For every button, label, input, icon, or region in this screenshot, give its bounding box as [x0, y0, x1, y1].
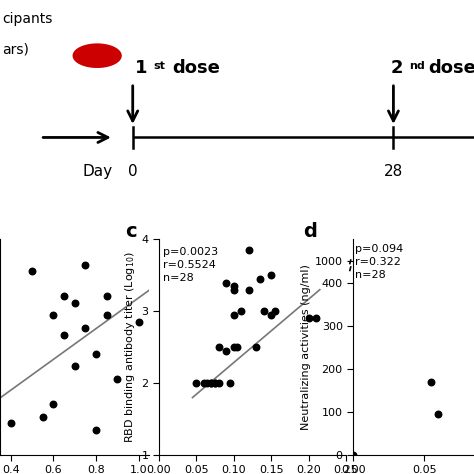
Point: [211, 379, 219, 387]
Point: [204, 379, 211, 387]
Point: [222, 279, 230, 286]
Point: [256, 275, 264, 283]
Point: [92, 426, 100, 433]
Point: [28, 267, 36, 275]
Text: dose: dose: [172, 59, 220, 77]
Text: 1: 1: [135, 59, 147, 77]
Point: [230, 286, 237, 293]
Point: [50, 401, 57, 408]
Point: [211, 379, 219, 387]
Text: nd: nd: [409, 61, 425, 71]
Point: [39, 413, 46, 421]
Point: [114, 375, 121, 383]
Point: [271, 308, 279, 315]
Point: [135, 318, 142, 326]
Text: 2: 2: [391, 59, 403, 77]
Text: p=0.0023
r=0.5524
n=28: p=0.0023 r=0.5524 n=28: [163, 246, 218, 283]
Text: 0: 0: [128, 164, 137, 179]
Y-axis label: Neutralizing activities (ng/ml): Neutralizing activities (ng/ml): [301, 264, 310, 430]
Text: cipants: cipants: [2, 12, 53, 26]
Point: [192, 379, 200, 387]
Text: c: c: [125, 222, 137, 241]
Point: [435, 410, 442, 418]
Text: st: st: [153, 61, 165, 71]
Point: [103, 312, 110, 319]
Text: ars): ars): [2, 43, 29, 57]
Point: [230, 311, 237, 319]
Point: [71, 299, 78, 307]
Point: [103, 292, 110, 300]
Point: [60, 292, 68, 300]
Point: [237, 308, 245, 315]
Point: [226, 379, 234, 387]
Point: [71, 363, 78, 370]
Point: [230, 343, 237, 351]
Point: [252, 343, 260, 351]
Point: [234, 343, 241, 351]
Point: [349, 451, 357, 459]
Point: [82, 324, 89, 332]
Point: [215, 379, 222, 387]
Point: [222, 347, 230, 355]
Point: [208, 379, 215, 387]
Point: [312, 315, 320, 322]
Point: [230, 283, 237, 290]
Point: [82, 261, 89, 269]
Point: [60, 331, 68, 338]
Text: dose: dose: [428, 59, 474, 77]
Point: [215, 343, 222, 351]
PathPatch shape: [73, 34, 122, 68]
Point: [200, 379, 208, 387]
Point: [92, 350, 100, 357]
Point: [7, 419, 15, 427]
Point: [208, 379, 215, 387]
Text: 28: 28: [384, 164, 403, 179]
Point: [267, 311, 275, 319]
Point: [305, 315, 312, 322]
Point: [260, 308, 267, 315]
Text: Day: Day: [83, 164, 113, 179]
Point: [245, 286, 253, 293]
Text: p=0.094
r=0.322
n=28: p=0.094 r=0.322 n=28: [355, 244, 403, 280]
Point: [245, 246, 253, 254]
Text: d: d: [303, 222, 317, 241]
Point: [428, 378, 435, 385]
Point: [267, 272, 275, 279]
Y-axis label: RBD binding antibody titer (Log$_{10}$): RBD binding antibody titer (Log$_{10}$): [123, 251, 137, 443]
Point: [50, 312, 57, 319]
